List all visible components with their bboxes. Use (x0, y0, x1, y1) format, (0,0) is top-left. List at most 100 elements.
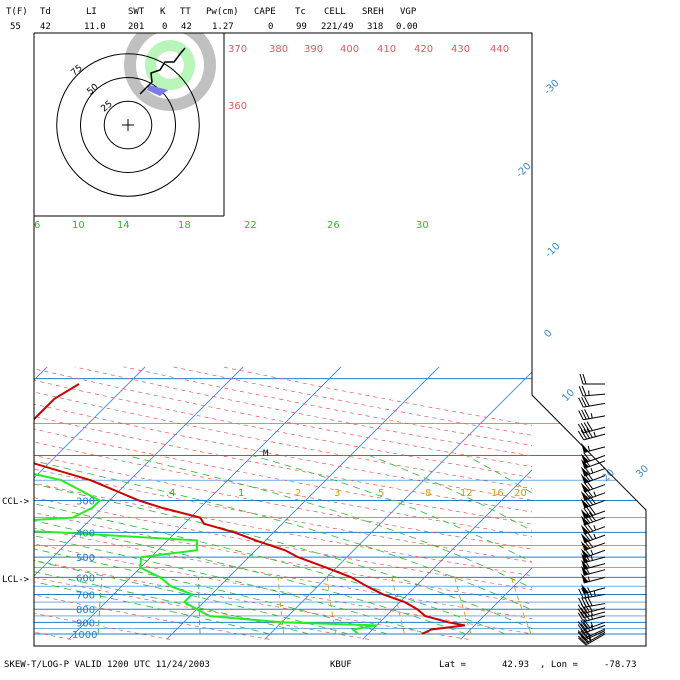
footer-lon-value: -78.73 (604, 660, 637, 670)
wind-barb-flag (578, 386, 584, 397)
footer-station: KBUF (330, 660, 352, 670)
hodograph-ring (103, 100, 153, 150)
wind-barb-staff (583, 593, 606, 599)
wind-barb-flag (581, 409, 587, 420)
wind-barb-half-flag (587, 446, 591, 452)
header-label: CELL (324, 7, 346, 17)
dry-adiabat-line (34, 576, 369, 640)
isotherm-tick-label: 10 (560, 387, 577, 404)
wind-barbs (577, 373, 606, 646)
wind-barb-flag (581, 397, 587, 407)
header-label: VGP (400, 7, 417, 17)
mixing-ratio-tick-label: 5 (378, 488, 384, 499)
wind-barb-pennant (580, 498, 590, 508)
pressure-tick-label: 900 (76, 618, 95, 629)
wind-barb-staff (584, 628, 606, 639)
wind-barb (581, 573, 606, 584)
wind-barb (581, 442, 606, 454)
header-value: 201 (128, 22, 144, 32)
wind-barb-flag (580, 611, 588, 622)
wind-barb-staff (583, 415, 606, 421)
dry-adiabat-line (34, 543, 532, 635)
wind-barb-flag (577, 608, 585, 618)
wind-barb-staff (583, 615, 606, 623)
header-label: Pw(cm) (206, 7, 239, 17)
wind-barb-pennant (581, 565, 589, 576)
header-value: 0.00 (396, 22, 418, 32)
mixing-ratio-tick-label: 3 (334, 488, 340, 499)
isotherm-tick-label: 0 (542, 328, 554, 340)
wind-barb-half-flag (593, 525, 597, 531)
wind-barb-half-flag (590, 413, 593, 419)
footer-title: SKEW-T/LOG-P VALID 1200 UTC 11/24/2003 (4, 660, 210, 670)
wind-barb-staff (583, 402, 606, 408)
isotherm-line (460, 567, 532, 640)
wind-barb-staff (584, 534, 606, 544)
isotherm-line (559, 367, 680, 639)
storm-motion-ring (124, 33, 216, 111)
wind-barb-half-flag (593, 533, 597, 539)
header-value: 11.0 (84, 22, 106, 32)
wind-barb-staff (584, 492, 606, 501)
header-label: SREH (362, 7, 384, 17)
wind-barb-staff (583, 611, 606, 619)
wind-barb-pennant (580, 515, 590, 526)
wind-barb-half-flag (593, 491, 597, 497)
wind-barb-flag (584, 409, 590, 419)
moist-adiabat-line (466, 455, 532, 494)
wind-barb-flag (583, 429, 590, 439)
wind-barb-flag (583, 422, 590, 432)
wind-barb-pennant (580, 473, 590, 484)
mixing-ratio-tick-label: .4 (166, 488, 176, 499)
wind-barb (580, 512, 606, 526)
wind-barb-pennant (581, 442, 589, 453)
isotherm-tick-label: 30 (634, 463, 651, 480)
ccl-label: CCL-> (2, 497, 30, 507)
wind-barb-pennant (581, 559, 589, 570)
dry-adiabat-line (34, 512, 532, 605)
pressure-tick-label: 800 (76, 605, 95, 616)
wind-barb-flag (580, 623, 588, 633)
wind-barb-staff (584, 549, 606, 559)
wind-barb-flag (584, 396, 590, 407)
dry-adiabat-line (34, 559, 469, 640)
moist-adiabat-line (34, 483, 532, 630)
temperature-profile (34, 383, 465, 635)
wind-barb (578, 396, 606, 408)
wind-barb-staff (583, 607, 606, 615)
wind-barb (580, 505, 606, 520)
header-value: 55 (10, 22, 21, 32)
wind-barb-half-flag (593, 591, 596, 597)
mixing-ratio-tick-label: 12 (460, 488, 473, 499)
wind-barb-pennant (580, 482, 590, 493)
mixing-ratio-line (553, 577, 575, 634)
moist-adiabat-line (126, 455, 532, 589)
header-label: TT (180, 7, 191, 17)
mixing-ratio-line (326, 577, 337, 635)
wind-barb-flag (579, 373, 584, 385)
dry-adiabat-tick-label: 380 (269, 44, 288, 55)
dry-adiabat-line (34, 497, 532, 590)
isotherm-tick-label: -10 (543, 241, 562, 260)
dry-adiabat-tick-label: 420 (414, 44, 433, 55)
dry-adiabat-tick-label: 400 (340, 44, 359, 55)
mixing-ratio-line (454, 577, 472, 635)
wind-barb-half-flag (587, 576, 591, 582)
wind-barb (580, 522, 606, 535)
plot-frame (33, 32, 647, 647)
wind-barb-staff (584, 460, 606, 469)
moist-adiabat-tick-label: 26 (327, 220, 340, 231)
dry-adiabat-line (34, 455, 532, 550)
isotherm-line (34, 366, 146, 479)
header-value: 42 (181, 22, 192, 32)
wind-barb-staff (584, 542, 606, 551)
wind-barb-flag (581, 597, 587, 608)
wind-barb-staff (583, 446, 606, 454)
pressure-tick-label: 600 (76, 573, 95, 584)
wind-barb-flag (577, 621, 585, 631)
wind-barb-flag (577, 624, 585, 634)
wind-barb (577, 610, 606, 623)
hodograph-trace (139, 47, 186, 95)
mixing-ratio-line (510, 577, 532, 635)
wind-barb-pennant (580, 459, 590, 469)
